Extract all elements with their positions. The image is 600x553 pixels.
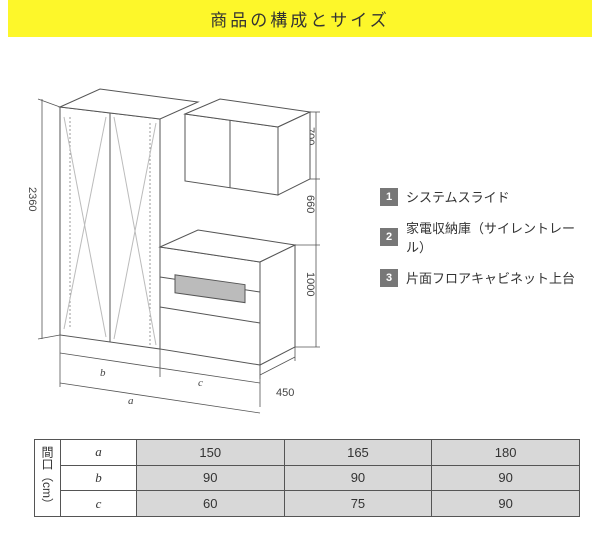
- legend-item: 3 片面フロアキャビネット上台: [380, 268, 580, 287]
- legend-badge-3: 3: [380, 269, 398, 287]
- legend-item: 1 システムスライド: [380, 187, 580, 206]
- row-label: c: [61, 491, 137, 517]
- header-title: 商品の構成とサイズ: [210, 11, 390, 30]
- legend-badge-2: 2: [380, 228, 398, 246]
- table-cell: 180: [432, 440, 580, 466]
- table-cell: 90: [136, 465, 284, 491]
- row-label: a: [61, 440, 137, 466]
- cabinet-drawing: [20, 67, 380, 427]
- table-row: c 60 75 90: [61, 491, 580, 517]
- legend-item: 2 家電収納庫（サイレントレール）: [380, 218, 580, 256]
- size-table: a 150 165 180 b 90 90 90 c 60 75 90: [60, 439, 580, 517]
- table-cell: 90: [432, 491, 580, 517]
- table-cell: 75: [284, 491, 432, 517]
- legend-badge-1: 1: [380, 188, 398, 206]
- row-label: b: [61, 465, 137, 491]
- table-side-label: 間口（cm）: [34, 439, 60, 517]
- legend-text-2: 家電収納庫（サイレントレール）: [406, 218, 580, 256]
- legend-text-3: 片面フロアキャビネット上台: [406, 268, 575, 287]
- table-cell: 90: [432, 465, 580, 491]
- dimension-table: 間口（cm） a 150 165 180 b 90 90 90 c 60 75 …: [34, 439, 580, 517]
- table-cell: 60: [136, 491, 284, 517]
- table-cell: 165: [284, 440, 432, 466]
- section-header: 商品の構成とサイズ: [8, 0, 592, 37]
- table-cell: 90: [284, 465, 432, 491]
- table-cell: 150: [136, 440, 284, 466]
- legend-area: 1 システムスライド 2 家電収納庫（サイレントレール） 3 片面フロアキャビネ…: [380, 67, 580, 417]
- table-row: b 90 90 90: [61, 465, 580, 491]
- legend-text-1: システムスライド: [406, 187, 510, 206]
- table-row: a 150 165 180: [61, 440, 580, 466]
- diagram-area: 2360 700 660 1000 450 b c a 1 2 3: [20, 67, 380, 417]
- content-row: 2360 700 660 1000 450 b c a 1 2 3: [0, 37, 600, 427]
